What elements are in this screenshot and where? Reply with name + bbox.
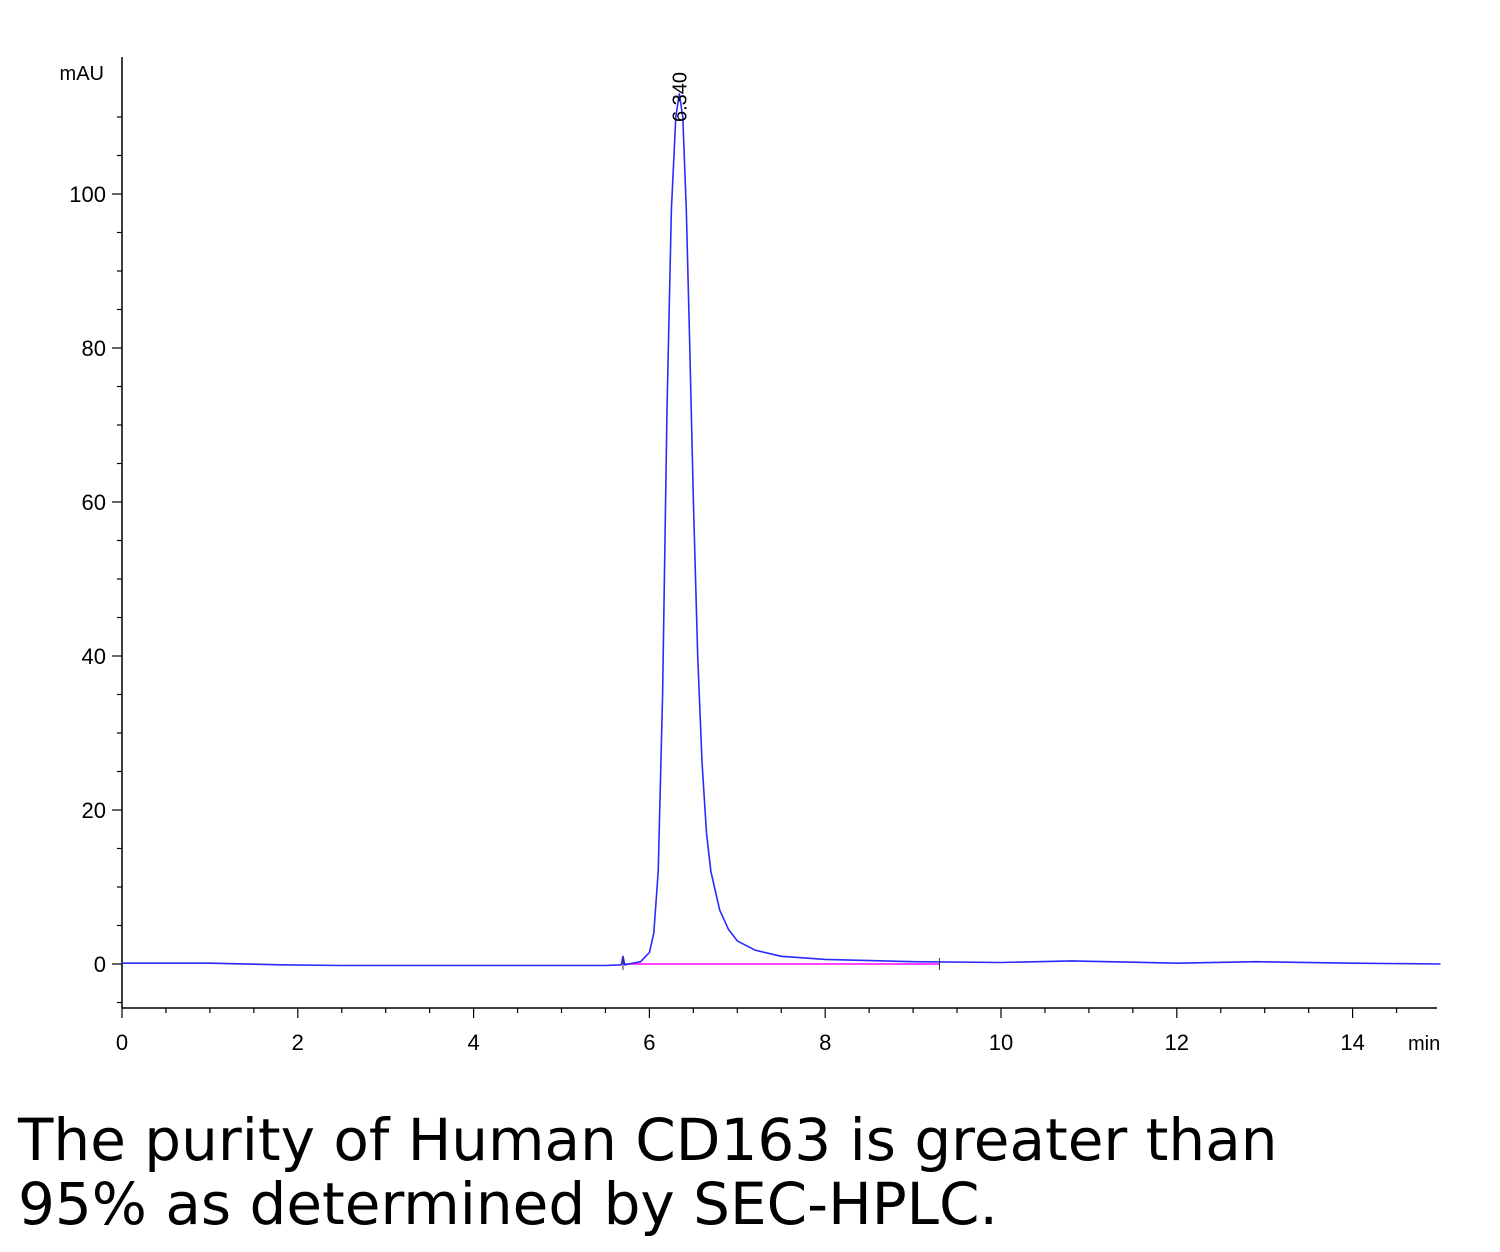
y-tick-label: 40	[82, 644, 106, 669]
y-tick-label: 100	[69, 182, 106, 207]
x-tick-label: 14	[1340, 1030, 1364, 1055]
x-tick-label: 4	[467, 1030, 479, 1055]
x-tick-label: 12	[1165, 1030, 1189, 1055]
x-tick-label: 8	[819, 1030, 831, 1055]
peak-retention-label: 6.340	[669, 72, 691, 122]
x-tick-label: 2	[292, 1030, 304, 1055]
x-tick-label: 10	[989, 1030, 1013, 1055]
plot-area: 0 20 40 60 80 100 0 2 4 6 8 10 12 14 6.340 mAU min	[60, 57, 1441, 1055]
y-tick-label: 60	[82, 490, 106, 515]
purity-caption: The purity of Human CD163 is greater tha…	[18, 1108, 1418, 1236]
peak-annotations: 6.340	[669, 72, 691, 122]
chromatogram-chart: 0 20 40 60 80 100 0 2 4 6 8 10 12 14 6.340 mAU min	[60, 57, 1441, 1055]
caption-line-1: The purity of Human CD163 is greater tha…	[18, 1106, 1278, 1174]
x-axis-ticks: 0 2 4 6 8 10 12 14	[116, 1008, 1398, 1055]
y-tick-label: 0	[94, 952, 106, 977]
x-axis-label: min	[1408, 1033, 1440, 1055]
y-tick-label: 20	[82, 798, 106, 823]
y-tick-label: 80	[82, 336, 106, 361]
x-tick-label: 0	[116, 1030, 128, 1055]
chromatogram-trace	[122, 93, 1441, 967]
y-axis-ticks: 0 20 40 60 80 100	[69, 116, 122, 1004]
x-tick-label: 6	[643, 1030, 655, 1055]
chart-series	[122, 93, 1441, 970]
caption-line-2: 95% as determined by SEC-HPLC.	[18, 1170, 998, 1238]
y-axis-label: mAU	[60, 63, 104, 85]
